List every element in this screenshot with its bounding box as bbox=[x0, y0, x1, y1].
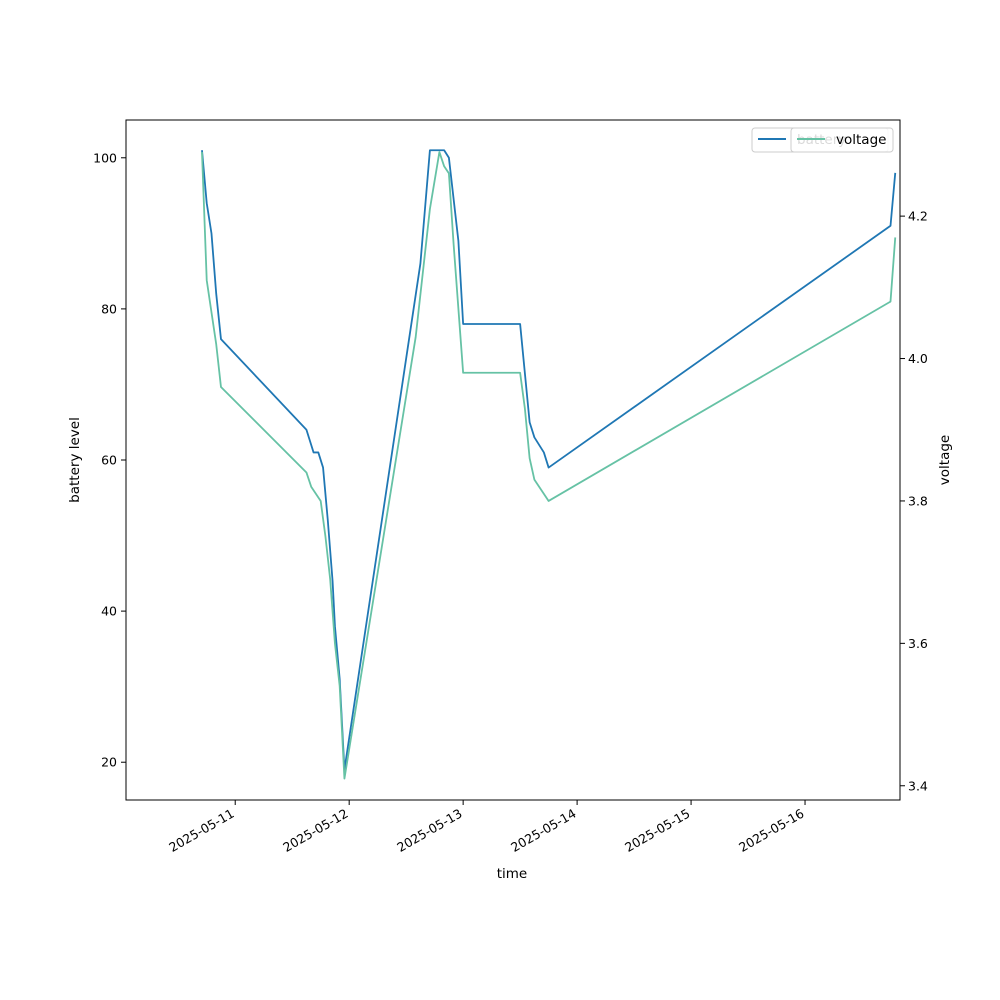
y-right-tick-label: 3.4 bbox=[908, 778, 928, 793]
legend-box-voltage bbox=[790, 127, 894, 153]
y-right-axis: 3.4 3.6 3.8 4.0 4.2 bbox=[900, 209, 928, 793]
y-left-tick-label: 40 bbox=[101, 604, 117, 619]
y-left-axis-label: battery level bbox=[67, 417, 83, 503]
x-tick-label: 2025-05-15 bbox=[622, 806, 692, 855]
y-right-tick-label: 4.2 bbox=[908, 209, 928, 224]
y-left-tick-label: 80 bbox=[101, 301, 117, 316]
x-axis: 2025-05-11 2025-05-12 2025-05-13 2025-05-14… bbox=[166, 800, 807, 855]
y-right-tick-label: 4.0 bbox=[908, 351, 928, 366]
x-tick-label: 2025-05-14 bbox=[508, 806, 578, 855]
x-tick-label: 2025-05-13 bbox=[394, 806, 464, 855]
legend-label-voltage: voltage bbox=[836, 132, 886, 148]
series-line-voltage bbox=[201, 151, 897, 780]
x-axis-label: time bbox=[497, 866, 528, 882]
plot-background bbox=[126, 120, 900, 800]
x-tick-label: 2025-05-11 bbox=[166, 806, 236, 855]
y-left-tick-label: 100 bbox=[93, 150, 117, 165]
y-left-tick-label: 60 bbox=[101, 453, 117, 468]
y-right-tick-label: 3.6 bbox=[908, 636, 928, 651]
y-left-axis: 20 40 60 80 100 bbox=[93, 150, 126, 770]
x-tick-label: 2025-05-16 bbox=[736, 806, 806, 855]
legend-voltage: voltage bbox=[790, 127, 894, 153]
y-left-tick-label: 20 bbox=[101, 755, 117, 770]
y-right-axis-label: voltage bbox=[937, 435, 953, 485]
series-layer bbox=[201, 149, 897, 780]
y-right-tick-label: 3.8 bbox=[908, 493, 928, 508]
x-tick-label: 2025-05-12 bbox=[280, 806, 350, 855]
